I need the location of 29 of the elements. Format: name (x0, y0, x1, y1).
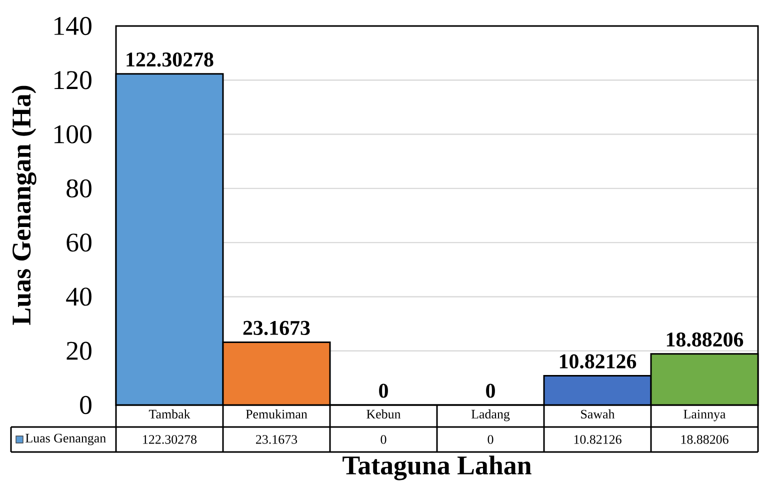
x-tick-label: Sawah (581, 409, 615, 419)
annotation: 0 (379, 384, 388, 398)
y-axis-title: Luas Genangan (Ha) (12, 86, 36, 325)
x-axis-title: Tataguna Lahan (342, 456, 532, 480)
annotation: 0 (486, 384, 495, 398)
data-label: 10.82126 (574, 435, 622, 444)
y-tick-label: 100 (54, 125, 92, 144)
data-label: 0 (380, 435, 386, 444)
annotation: 23.1673 (243, 320, 310, 336)
data-label: 23.1673 (256, 435, 298, 444)
y-tick-label: 140 (54, 16, 92, 36)
data-label: 18.88206 (681, 435, 728, 444)
annotation: 10.82126 (560, 354, 636, 369)
annotation: 122.30278 (126, 52, 214, 67)
y-tick-label: 20 (66, 342, 92, 360)
y-tick-label: 120 (54, 71, 92, 90)
y-tick-label: 0 (80, 396, 92, 414)
legend-label: Luas Genangan (26, 434, 106, 446)
annotation: 18.88206 (666, 332, 744, 347)
x-tick-label: Kebun (366, 409, 401, 419)
x-tick-label: Ladang (471, 409, 510, 422)
x-tick-label: Tambak (148, 409, 190, 419)
data-label: 122.30278 (143, 435, 197, 444)
y-tick-label: 80 (66, 179, 92, 198)
y-tick-label: 40 (66, 288, 92, 306)
y-tick-label: 60 (66, 233, 92, 252)
data-label: 0 (488, 435, 494, 444)
x-tick-label: Lainnya (684, 410, 726, 422)
x-tick-label: Pemukiman (246, 409, 308, 419)
